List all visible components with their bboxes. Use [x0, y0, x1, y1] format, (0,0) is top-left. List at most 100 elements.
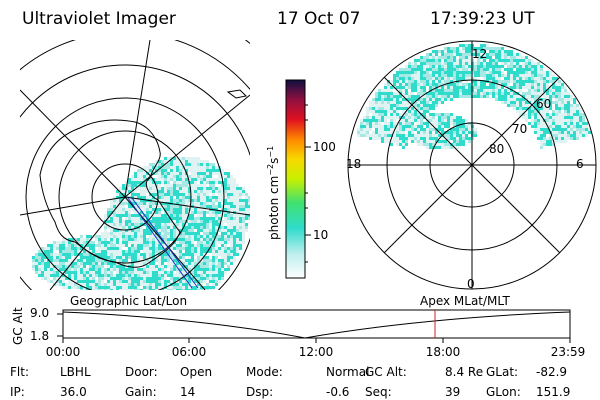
- pixel: [528, 74, 531, 77]
- pixel: [59, 244, 62, 247]
- pixel: [209, 184, 212, 187]
- pixel: [453, 68, 456, 71]
- pixel: [537, 134, 540, 137]
- pixel: [549, 89, 552, 92]
- pixel: [161, 178, 164, 181]
- pixel: [161, 160, 164, 163]
- pixel: [546, 110, 549, 113]
- pixel: [378, 98, 381, 101]
- pixel: [185, 259, 188, 262]
- pixel: [459, 68, 462, 71]
- pixel: [384, 89, 387, 92]
- pixel: [71, 283, 74, 286]
- pixel: [558, 131, 561, 134]
- pixel: [197, 256, 200, 259]
- pixel: [441, 92, 444, 95]
- pixel: [221, 274, 224, 277]
- pixel: [233, 196, 236, 199]
- pixel: [65, 253, 68, 256]
- pixel: [540, 71, 543, 74]
- pixel: [128, 235, 131, 238]
- pixel: [423, 62, 426, 65]
- pixel: [411, 116, 414, 119]
- pixel: [408, 110, 411, 113]
- pixel: [414, 140, 417, 143]
- pixel: [543, 137, 546, 140]
- pixel: [558, 119, 561, 122]
- pixel: [408, 95, 411, 98]
- pixel: [149, 253, 152, 256]
- pixel: [56, 244, 59, 247]
- pixel: [549, 98, 552, 101]
- pixel: [149, 244, 152, 247]
- pixel: [218, 238, 221, 241]
- pixel: [212, 169, 215, 172]
- pixel: [119, 250, 122, 253]
- pixel: [110, 259, 113, 262]
- pixel: [414, 98, 417, 101]
- pixel: [504, 77, 507, 80]
- pixel: [176, 211, 179, 214]
- pixel: [546, 107, 549, 110]
- pixel: [176, 157, 179, 160]
- pixel: [155, 178, 158, 181]
- pixel: [116, 244, 119, 247]
- pixel: [137, 283, 140, 286]
- pixel: [465, 86, 468, 89]
- pixel: [474, 83, 477, 86]
- pixel: [125, 238, 128, 241]
- pixel: [498, 98, 501, 101]
- pixel: [35, 262, 38, 265]
- pixel: [110, 244, 113, 247]
- pixel: [176, 265, 179, 268]
- pixel: [399, 122, 402, 125]
- pixel: [149, 262, 152, 265]
- pixel: [384, 131, 387, 134]
- pixel: [50, 274, 53, 277]
- pixel: [182, 193, 185, 196]
- pixel: [429, 71, 432, 74]
- pixel: [375, 101, 378, 104]
- pixel: [441, 65, 444, 68]
- pixel: [116, 229, 119, 232]
- pixel: [149, 247, 152, 250]
- pixel: [170, 214, 173, 217]
- pixel: [489, 53, 492, 56]
- pixel: [417, 104, 420, 107]
- pixel: [405, 77, 408, 80]
- pixel: [369, 101, 372, 104]
- pixel: [134, 211, 137, 214]
- pixel: [146, 265, 149, 268]
- pixel: [137, 172, 140, 175]
- pixel: [218, 268, 221, 271]
- pixel: [197, 229, 200, 232]
- pixel: [200, 178, 203, 181]
- pixel: [149, 286, 152, 289]
- pixel: [405, 95, 408, 98]
- pixel: [215, 211, 218, 214]
- pixel: [149, 196, 152, 199]
- pixel: [134, 262, 137, 265]
- pixel: [125, 226, 128, 229]
- pixel: [89, 244, 92, 247]
- pixel: [38, 271, 41, 274]
- pixel: [567, 125, 570, 128]
- pixel: [384, 92, 387, 95]
- pixel: [98, 265, 101, 268]
- pixel: [396, 104, 399, 107]
- pixel: [200, 220, 203, 223]
- pixel: [143, 241, 146, 244]
- pixel: [474, 86, 477, 89]
- pixel: [236, 253, 239, 256]
- pixel: [131, 268, 134, 271]
- pixel: [366, 116, 369, 119]
- pixel: [149, 178, 152, 181]
- pixel: [113, 277, 116, 280]
- pixel: [104, 271, 107, 274]
- pixel: [447, 128, 450, 131]
- pixel: [203, 178, 206, 181]
- pixel: [450, 98, 453, 101]
- pixel: [414, 113, 417, 116]
- pixel: [140, 184, 143, 187]
- pixel: [137, 250, 140, 253]
